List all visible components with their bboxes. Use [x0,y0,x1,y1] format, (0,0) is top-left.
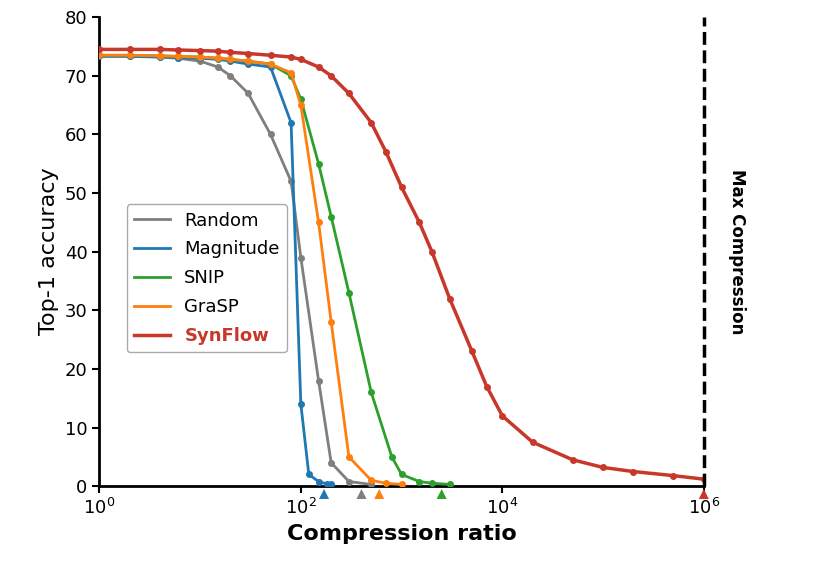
Text: Max Compression: Max Compression [727,169,745,335]
X-axis label: Compression ratio: Compression ratio [286,523,516,543]
Legend: Random, Magnitude, SNIP, GraSP, SynFlow: Random, Magnitude, SNIP, GraSP, SynFlow [127,204,286,352]
Y-axis label: Top-1 accuracy: Top-1 accuracy [39,168,60,336]
